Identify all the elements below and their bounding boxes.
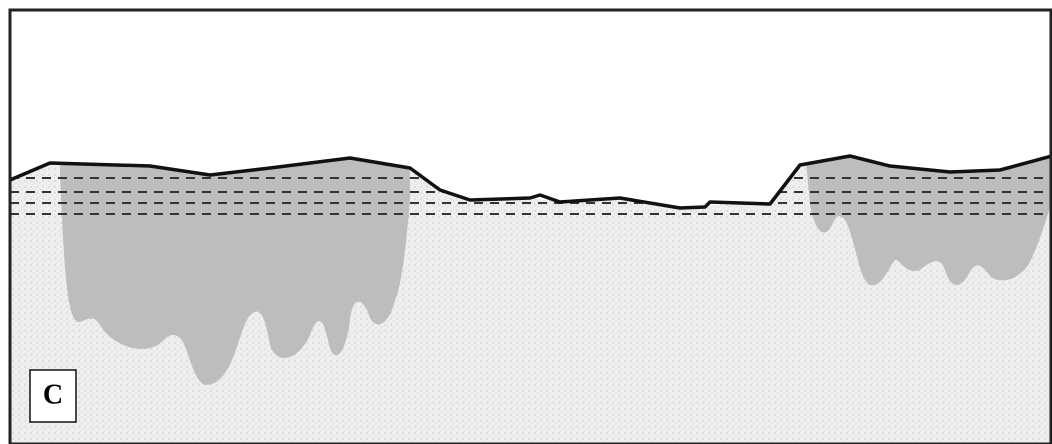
cross-section-diagram: C <box>0 0 1052 444</box>
page: {"panel": {"label": "C"}} C (() => { con… <box>0 0 1052 444</box>
panel-label: C <box>43 379 63 410</box>
